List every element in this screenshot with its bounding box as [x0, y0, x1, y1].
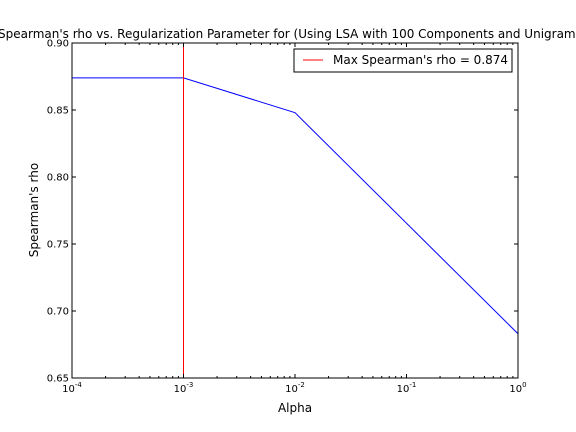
tick-layer — [71, 42, 519, 379]
y-tick-label: 0.70 — [47, 307, 69, 318]
y-tick-label: 0.80 — [47, 173, 69, 184]
y-tick-label: 0.65 — [47, 374, 69, 385]
x-tick-label: 10-1 — [397, 381, 417, 395]
series-layer — [72, 77, 519, 335]
plot-background — [72, 43, 518, 378]
label-layer: 0.65 0.70 0.75 0.80 0.85 0.90 10-4 10-3 10-2 10-1… — [47, 39, 527, 396]
x-tick-label: 10-2 — [285, 381, 305, 395]
x-tick-label: 10-3 — [174, 381, 194, 395]
chart-title: Spearman's rho vs. Regularization Parame… — [0, 27, 576, 41]
x-tick-label: 10-4 — [62, 381, 82, 395]
y-tick-label: 0.75 — [47, 240, 69, 251]
y-tick-label: 0.85 — [47, 106, 69, 117]
y-axis-label: Spearman's rho — [27, 163, 41, 257]
legend-label: Max Spearman's rho = 0.874 — [333, 53, 508, 67]
legend-box — [293, 48, 513, 73]
x-tick-label: 100 — [509, 381, 526, 395]
x-axis-label: Alpha — [278, 401, 312, 415]
y-tick-label: 0.90 — [47, 39, 69, 50]
series-line — [72, 77, 519, 335]
legend: Max Spearman's rho = 0.874 — [293, 48, 513, 73]
